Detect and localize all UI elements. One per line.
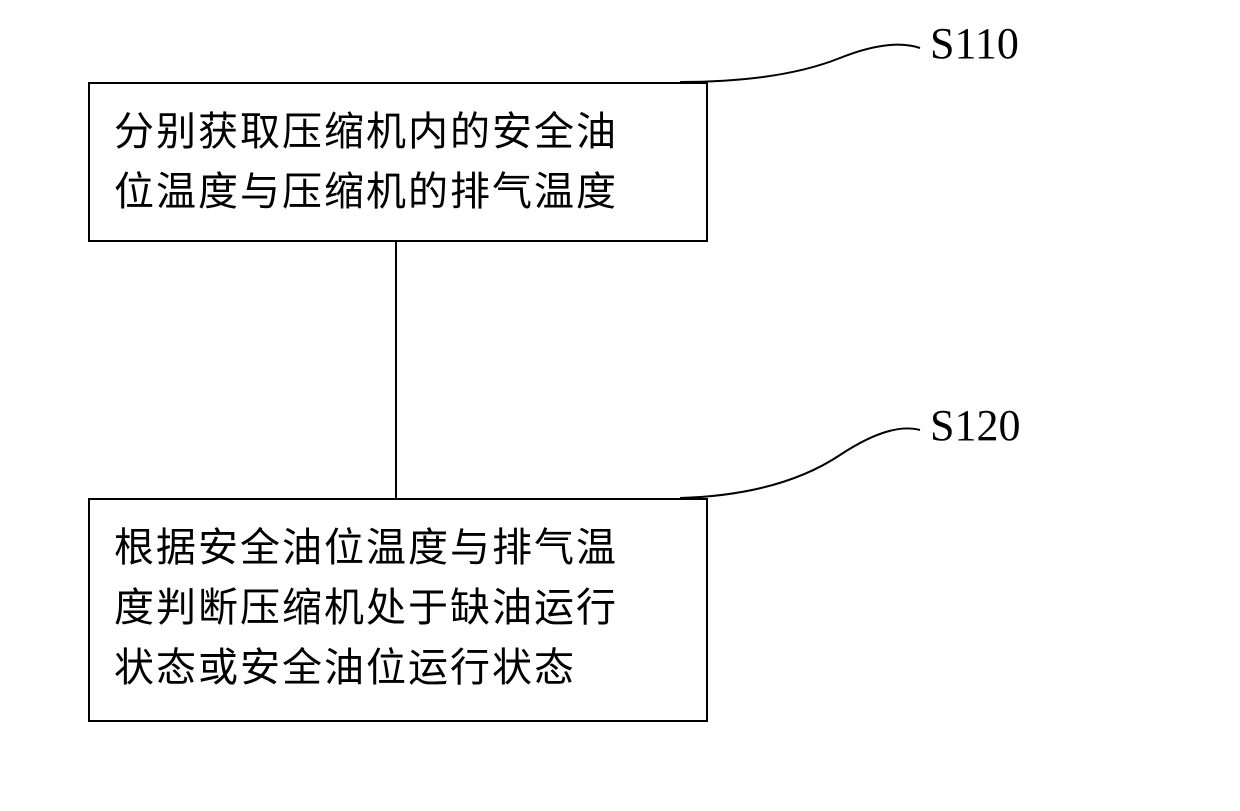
step-label-s120: S120 (930, 400, 1020, 451)
node-text-line: 根据安全油位温度与排气温 (114, 518, 682, 578)
step-label-s110: S110 (930, 18, 1019, 69)
flowchart-node-s110: 分别获取压缩机内的安全油 位温度与压缩机的排气温度 (88, 82, 708, 242)
node-text-line: 位温度与压缩机的排气温度 (114, 162, 682, 222)
connector-edge (395, 242, 397, 498)
flowchart-node-s120: 根据安全油位温度与排气温 度判断压缩机处于缺油运行 状态或安全油位运行状态 (88, 498, 708, 722)
node-text-line: 度判断压缩机处于缺油运行 (114, 578, 682, 638)
leader-line-s120 (660, 400, 940, 510)
node-text-line: 状态或安全油位运行状态 (114, 638, 682, 698)
leader-line-s110 (660, 20, 940, 100)
node-text-line: 分别获取压缩机内的安全油 (114, 102, 682, 162)
